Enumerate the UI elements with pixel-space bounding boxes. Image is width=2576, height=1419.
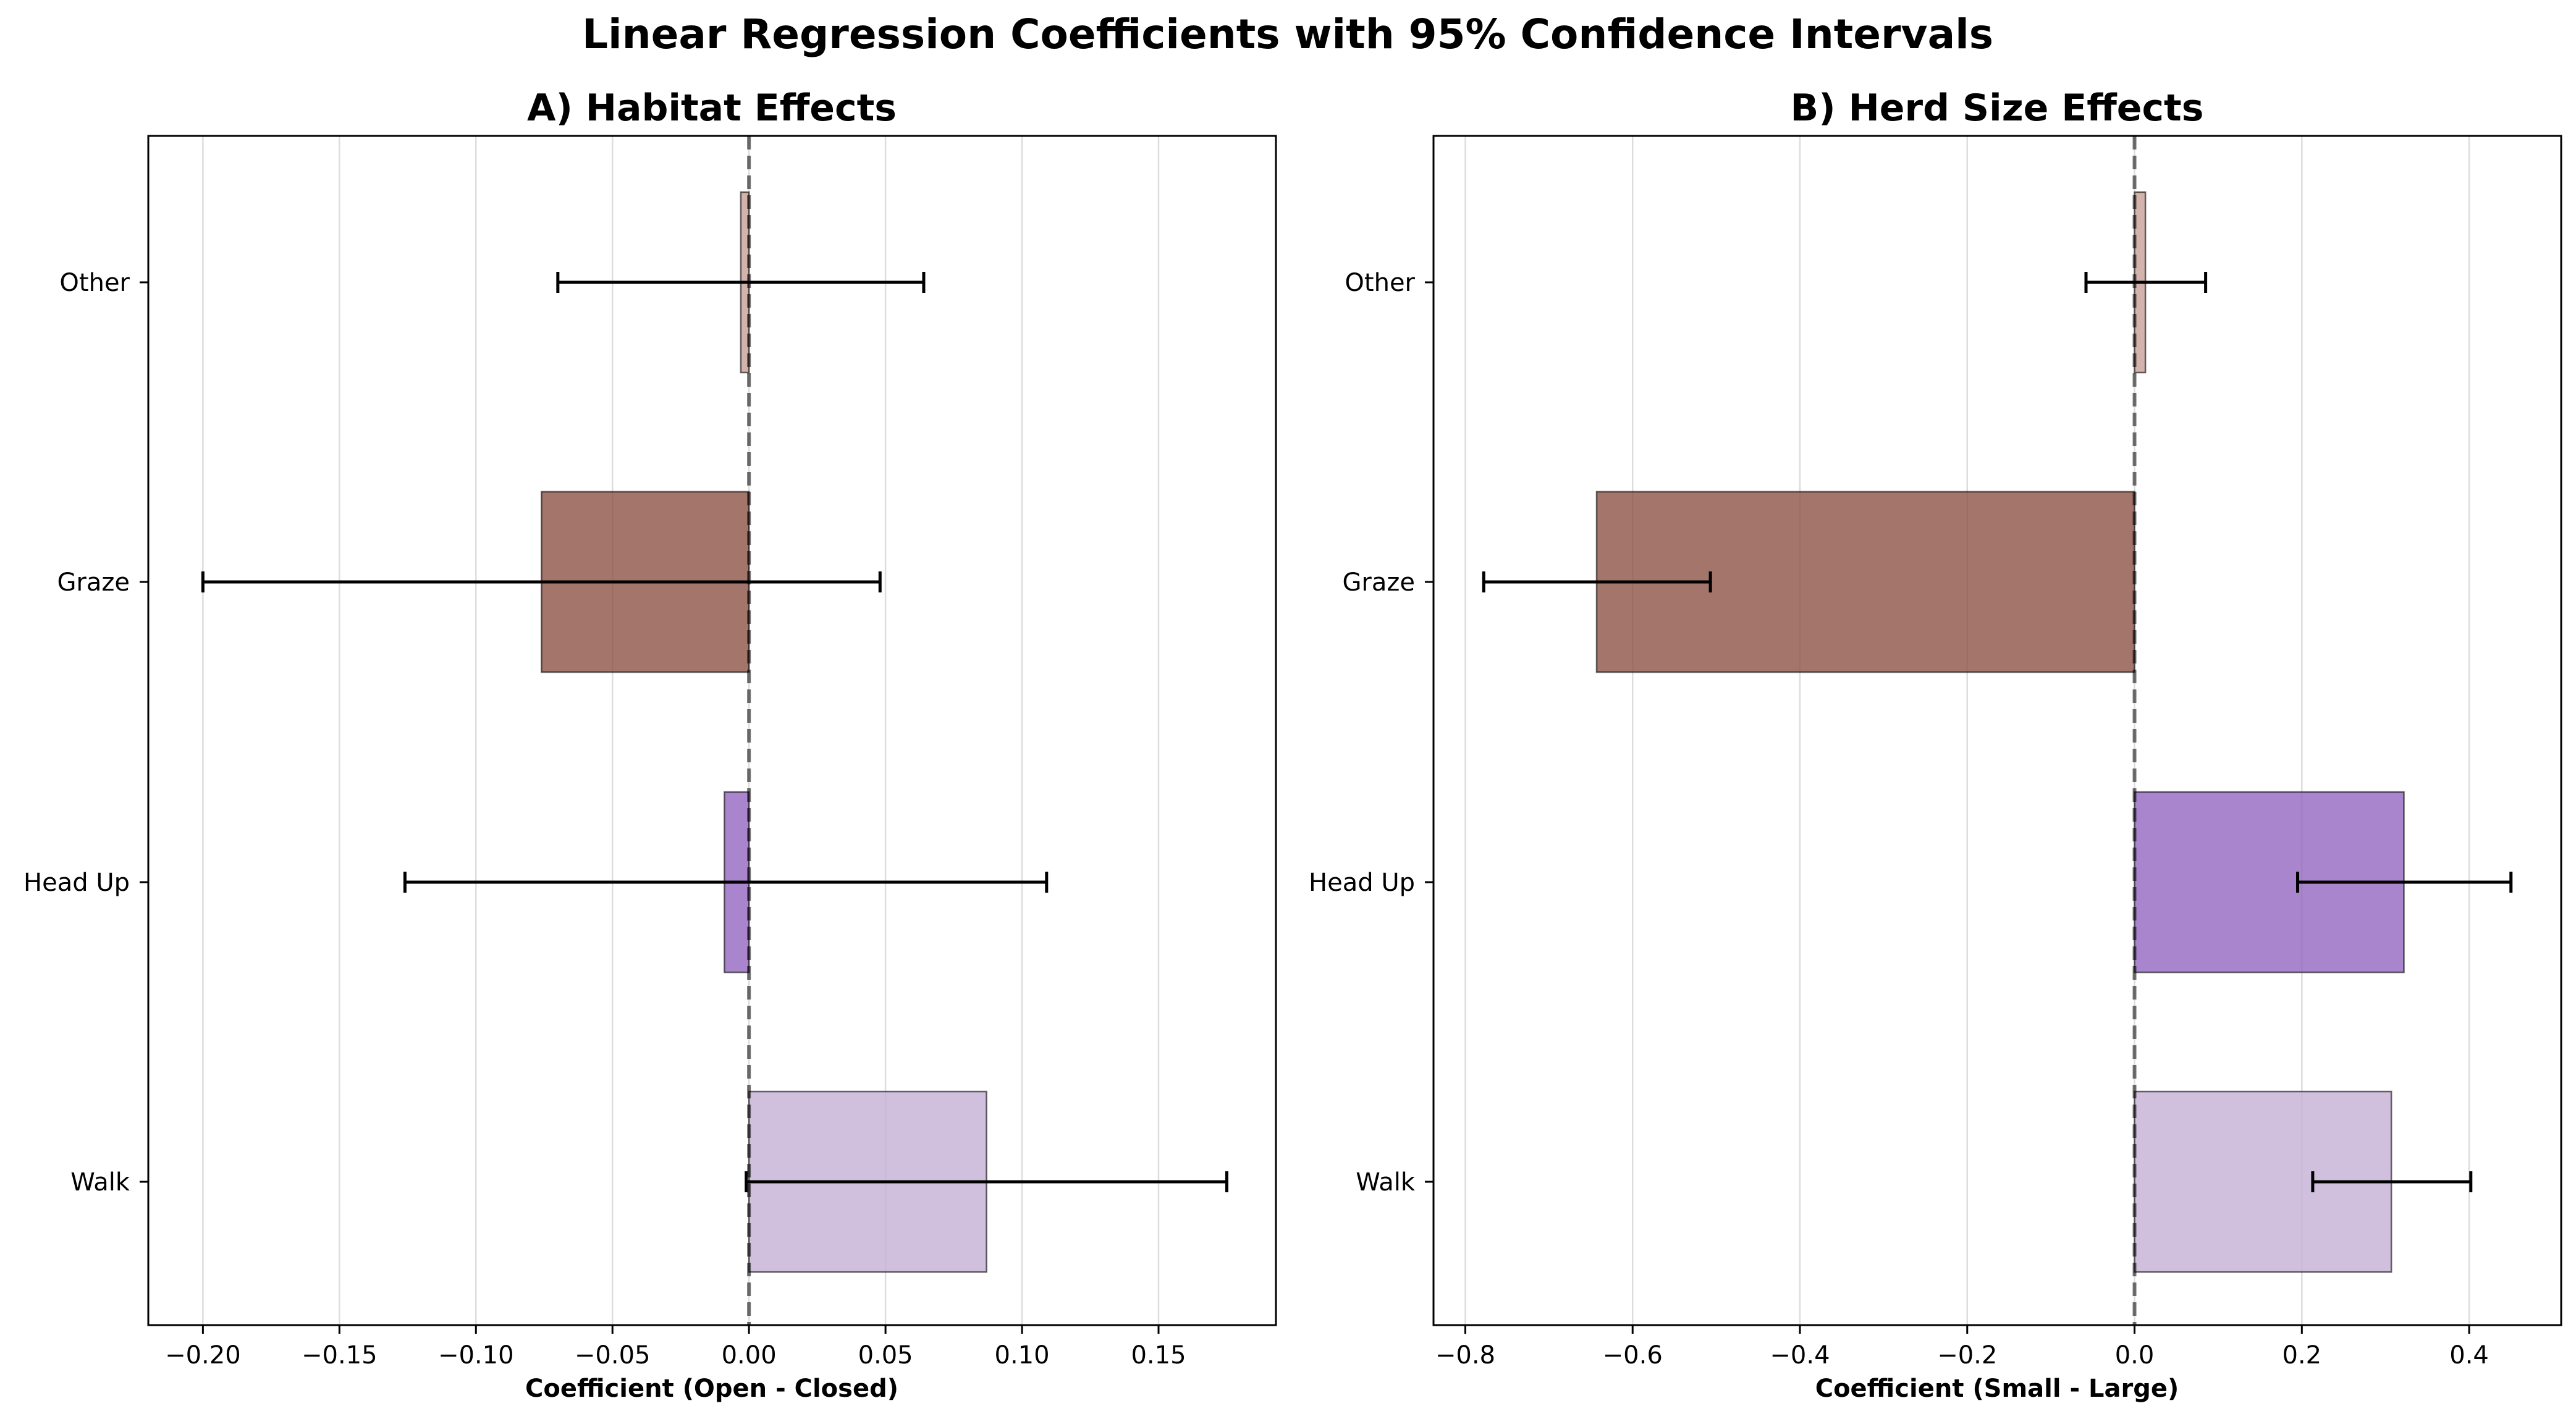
- x-tick-label: 0.0: [2115, 1341, 2155, 1370]
- panel-title: A) Habitat Effects: [527, 86, 897, 130]
- error-bar-walk: [2311, 1171, 2473, 1192]
- panel-herd-size-effects: B) Herd Size Effects Coefficient (Small …: [1309, 86, 2562, 1403]
- panel-habitat-effects: A) Habitat Effects Coefficient (Open - C…: [23, 86, 1277, 1403]
- x-tick-label: 0.15: [1131, 1341, 1186, 1370]
- x-tick-label: 0.4: [2449, 1341, 2489, 1370]
- y-tick-label: Other: [1345, 269, 1415, 297]
- x-tick-label: −0.15: [302, 1341, 378, 1370]
- y-tick-label: Head Up: [1309, 869, 1415, 897]
- error-bar-walk: [745, 1171, 1228, 1192]
- error-bar-head-up: [403, 872, 1049, 893]
- y-tick-label: Walk: [70, 1168, 130, 1197]
- x-tick-label: 0.10: [995, 1341, 1050, 1370]
- axes-frame: [147, 135, 1277, 1326]
- x-tick-label: 0.00: [722, 1341, 777, 1370]
- error-bar-head-up: [2296, 872, 2513, 893]
- axes-frame: [1432, 135, 2562, 1326]
- x-tick-label: −0.10: [438, 1341, 514, 1370]
- x-tick-label: −0.20: [165, 1341, 241, 1370]
- panel-title: B) Herd Size Effects: [1791, 86, 2204, 130]
- error-bar-other: [2084, 272, 2208, 293]
- error-bar-other: [556, 272, 926, 293]
- y-tick-label: Other: [59, 269, 130, 297]
- x-tick-label: −0.6: [1603, 1341, 1663, 1370]
- x-tick-label: −0.05: [575, 1341, 651, 1370]
- y-tick-label: Head Up: [23, 869, 130, 897]
- y-tick-label: Graze: [57, 568, 130, 597]
- y-tick-label: Graze: [1342, 568, 1415, 597]
- x-tick-label: −0.2: [1937, 1341, 1997, 1370]
- x-tick-label: −0.8: [1435, 1341, 1495, 1370]
- error-bar-graze: [201, 571, 882, 592]
- error-bar-graze: [1482, 571, 1712, 592]
- figure-title: Linear Regression Coefficients with 95% …: [582, 11, 1993, 58]
- x-tick-label: 0.2: [2282, 1341, 2321, 1370]
- x-tick-label: 0.05: [858, 1341, 913, 1370]
- y-tick-label: Walk: [1356, 1168, 1416, 1197]
- x-axis-label: Coefficient (Open - Closed): [525, 1375, 898, 1403]
- x-axis-label: Coefficient (Small - Large): [1815, 1375, 2179, 1403]
- x-tick-label: −0.4: [1770, 1341, 1830, 1370]
